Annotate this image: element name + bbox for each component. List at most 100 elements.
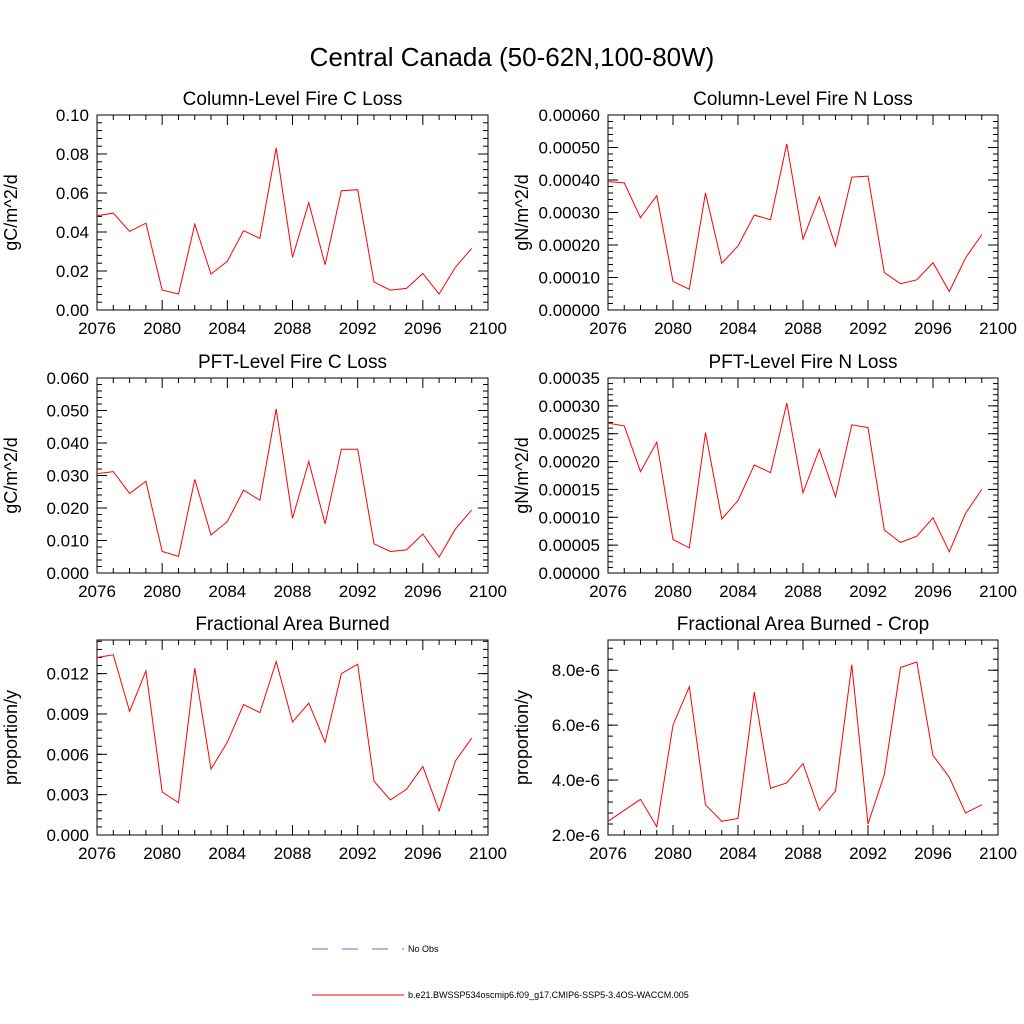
x-tick-label: 2088 xyxy=(784,844,822,863)
y-tick-label: 0.00060 xyxy=(539,106,600,125)
series-line-1 xyxy=(96,147,473,295)
x-tick-label: 2076 xyxy=(589,844,627,863)
x-tick-label: 2080 xyxy=(654,844,692,863)
y-tick-label: 0.003 xyxy=(46,786,89,805)
x-tick-label: 2088 xyxy=(274,844,312,863)
x-tick-label: 2092 xyxy=(849,582,887,601)
y-axis-label: gN/m^2/d xyxy=(512,437,532,513)
y-tick-label: 0.00050 xyxy=(539,139,600,158)
x-tick-label: 2076 xyxy=(78,844,116,863)
x-tick-label: 2100 xyxy=(469,844,507,863)
panel-title: Column-Level Fire N Loss xyxy=(693,89,913,110)
x-tick-label: 2080 xyxy=(654,582,692,601)
panels-group: Column-Level Fire C Loss gC/m^2/d 2076 2080… xyxy=(1,89,1017,863)
y-tick-label: 0.08 xyxy=(56,145,89,164)
x-tick-label: 2092 xyxy=(339,319,377,338)
y-tick-label: 0.00020 xyxy=(539,453,600,472)
x-tick-label: 2084 xyxy=(719,582,757,601)
x-tick-label: 2096 xyxy=(404,844,442,863)
y-tick-label: 4.0e-6 xyxy=(552,771,600,790)
x-tick-label: 2080 xyxy=(143,319,181,338)
x-tick-label: 2100 xyxy=(469,582,507,601)
series-line-1 xyxy=(96,408,473,559)
y-tick-label: 0.010 xyxy=(46,532,89,551)
y-tick-label: 0.00010 xyxy=(539,269,600,288)
x-tick-label: 2100 xyxy=(469,319,507,338)
series-line-1 xyxy=(607,143,983,293)
y-tick-label: 0.00 xyxy=(56,301,89,320)
plot-frame xyxy=(96,114,489,311)
chart-panel-3: PFT-Level Fire C Loss gC/m^2/d 2076 2080 208… xyxy=(1,352,507,601)
y-tick-label: 0.000 xyxy=(46,826,89,845)
x-tick-label: 2100 xyxy=(979,319,1017,338)
y-axis-label: gC/m^2/d xyxy=(1,437,21,513)
y-tick-label: 0.00035 xyxy=(539,369,600,388)
y-tick-label: 0.020 xyxy=(46,499,89,518)
y-tick-label: 0.00005 xyxy=(539,536,600,555)
chart-panel-6: Fractional Area Burned - Crop proportion/… xyxy=(512,614,1017,863)
x-tick-label: 2100 xyxy=(979,582,1017,601)
x-tick-label: 2076 xyxy=(78,319,116,338)
series-line-1 xyxy=(607,661,983,829)
x-tick-label: 2092 xyxy=(849,319,887,338)
panel-title: Fractional Area Burned - Crop xyxy=(677,614,929,635)
y-tick-label: 0.00020 xyxy=(539,236,600,255)
x-tick-label: 2084 xyxy=(719,319,757,338)
x-tick-label: 2096 xyxy=(914,844,952,863)
chart-panel-2: Column-Level Fire N Loss gN/m^2/d 2076 2080… xyxy=(512,89,1017,338)
y-tick-label: 6.0e-6 xyxy=(552,716,600,735)
y-tick-label: 0.04 xyxy=(56,223,89,242)
x-tick-label: 2088 xyxy=(784,319,822,338)
x-tick-label: 2092 xyxy=(339,582,377,601)
x-tick-label: 2092 xyxy=(849,844,887,863)
x-tick-label: 2076 xyxy=(78,582,116,601)
x-tick-label: 2084 xyxy=(208,844,246,863)
y-tick-label: 0.00040 xyxy=(539,171,600,190)
y-axis-label: gC/m^2/d xyxy=(1,174,21,250)
y-tick-label: 0.050 xyxy=(46,402,89,421)
y-tick-label: 0.06 xyxy=(56,184,89,203)
x-tick-label: 2080 xyxy=(143,582,181,601)
panel-title: Fractional Area Burned xyxy=(195,614,389,635)
chart-panel-1: Column-Level Fire C Loss gC/m^2/d 2076 2080… xyxy=(1,89,507,338)
plot-frame xyxy=(96,639,489,836)
chart-panel-5: Fractional Area Burned proportion/y 2076 20… xyxy=(1,614,507,863)
x-tick-label: 2092 xyxy=(339,844,377,863)
y-axis-label: proportion/y xyxy=(512,690,532,785)
x-tick-label: 2088 xyxy=(274,319,312,338)
y-tick-label: 0.009 xyxy=(46,705,89,724)
legend-model-label: b.e21.BWSSP534oscmip6.f09_g17.CMIP6-SSP5… xyxy=(408,990,689,1000)
y-tick-label: 2.0e-6 xyxy=(552,826,600,845)
x-tick-label: 2088 xyxy=(274,582,312,601)
y-axis-label: proportion/y xyxy=(1,690,21,785)
y-tick-label: 0.000 xyxy=(46,564,89,583)
y-tick-label: 0.00000 xyxy=(539,564,600,583)
x-tick-label: 2096 xyxy=(404,319,442,338)
series-line-1 xyxy=(607,402,983,554)
figure-title: Central Canada (50-62N,100-80W) xyxy=(310,42,715,72)
panel-title: Column-Level Fire C Loss xyxy=(183,89,403,110)
plot-frame xyxy=(607,639,999,836)
y-tick-label: 0.060 xyxy=(46,369,89,388)
legend: No Obs b.e21.BWSSP534oscmip6.f09_g17.CMI… xyxy=(312,944,689,1000)
x-tick-label: 2084 xyxy=(208,319,246,338)
x-tick-label: 2084 xyxy=(208,582,246,601)
x-tick-label: 2076 xyxy=(589,319,627,338)
y-tick-label: 0.006 xyxy=(46,745,89,764)
panel-title: PFT-Level Fire C Loss xyxy=(198,352,387,373)
legend-obs-label: No Obs xyxy=(408,944,439,954)
x-tick-label: 2084 xyxy=(719,844,757,863)
y-tick-label: 0.030 xyxy=(46,467,89,486)
y-tick-label: 0.012 xyxy=(46,665,89,684)
panel-title: PFT-Level Fire N Loss xyxy=(709,352,898,373)
x-tick-label: 2080 xyxy=(143,844,181,863)
y-tick-label: 0.040 xyxy=(46,434,89,453)
y-tick-label: 0.00000 xyxy=(539,301,600,320)
chart-panel-4: PFT-Level Fire N Loss gN/m^2/d 2076 2080 208… xyxy=(512,352,1017,601)
series-line-1 xyxy=(96,654,473,813)
y-axis-label: gN/m^2/d xyxy=(512,174,532,250)
x-tick-label: 2080 xyxy=(654,319,692,338)
x-tick-label: 2096 xyxy=(914,582,952,601)
y-tick-label: 0.00010 xyxy=(539,508,600,527)
plot-frame xyxy=(607,114,999,311)
